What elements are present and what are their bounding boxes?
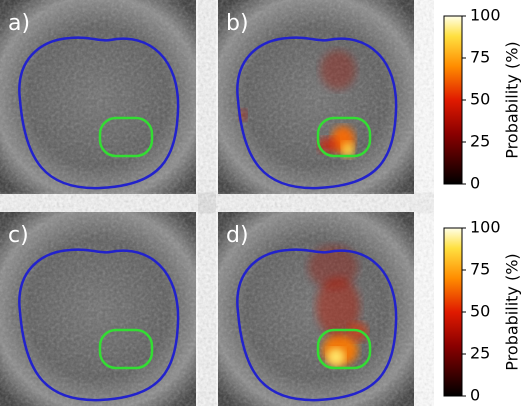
probability-overlay (308, 245, 358, 289)
lesion-contour (316, 116, 372, 158)
probability-overlay (316, 277, 360, 337)
colorbar-label: Probability (%) (503, 253, 522, 370)
prostate-contour (18, 248, 180, 402)
mri-texture (0, 212, 196, 406)
colorbar-tick-label: 0 (470, 386, 480, 405)
colorbar-tick-label: 0 (470, 174, 480, 193)
prostate-contour (18, 36, 180, 190)
probability-overlay (327, 348, 345, 366)
mri-panel: b) (218, 0, 414, 194)
probability-overlay (318, 137, 338, 153)
prostate-contour (236, 36, 398, 190)
probability-overlay (348, 322, 368, 342)
colorbar-tick-label: 50 (470, 90, 490, 109)
lesion-contour (98, 328, 154, 370)
colorbar-label: Probability (%) (503, 41, 522, 158)
colorbar-tick-label: 100 (470, 218, 501, 237)
colorbar-tick-label: 25 (470, 344, 490, 363)
panel-label: d) (226, 223, 249, 248)
panel-label: a) (8, 11, 30, 36)
mri-panel: d) (218, 212, 414, 406)
lesion-contour (98, 116, 154, 158)
panel-label: b) (226, 11, 249, 36)
mri-panel: c) (0, 212, 196, 406)
colorbar-tick-label: 50 (470, 302, 490, 321)
prostate-contour (236, 248, 398, 402)
colorbar (443, 227, 463, 397)
colorbar-tick-label: 75 (470, 48, 490, 67)
panel-label: c) (8, 223, 29, 248)
colorbar-tick-label: 100 (470, 6, 501, 25)
colorbar-tick-label: 75 (470, 260, 490, 279)
colorbar-tick-label: 25 (470, 132, 490, 151)
mri-panel: a) (0, 0, 196, 194)
colorbar (443, 15, 463, 185)
probability-overlay (320, 50, 356, 90)
probability-overlay (342, 142, 354, 158)
lesion-contour (316, 328, 372, 370)
